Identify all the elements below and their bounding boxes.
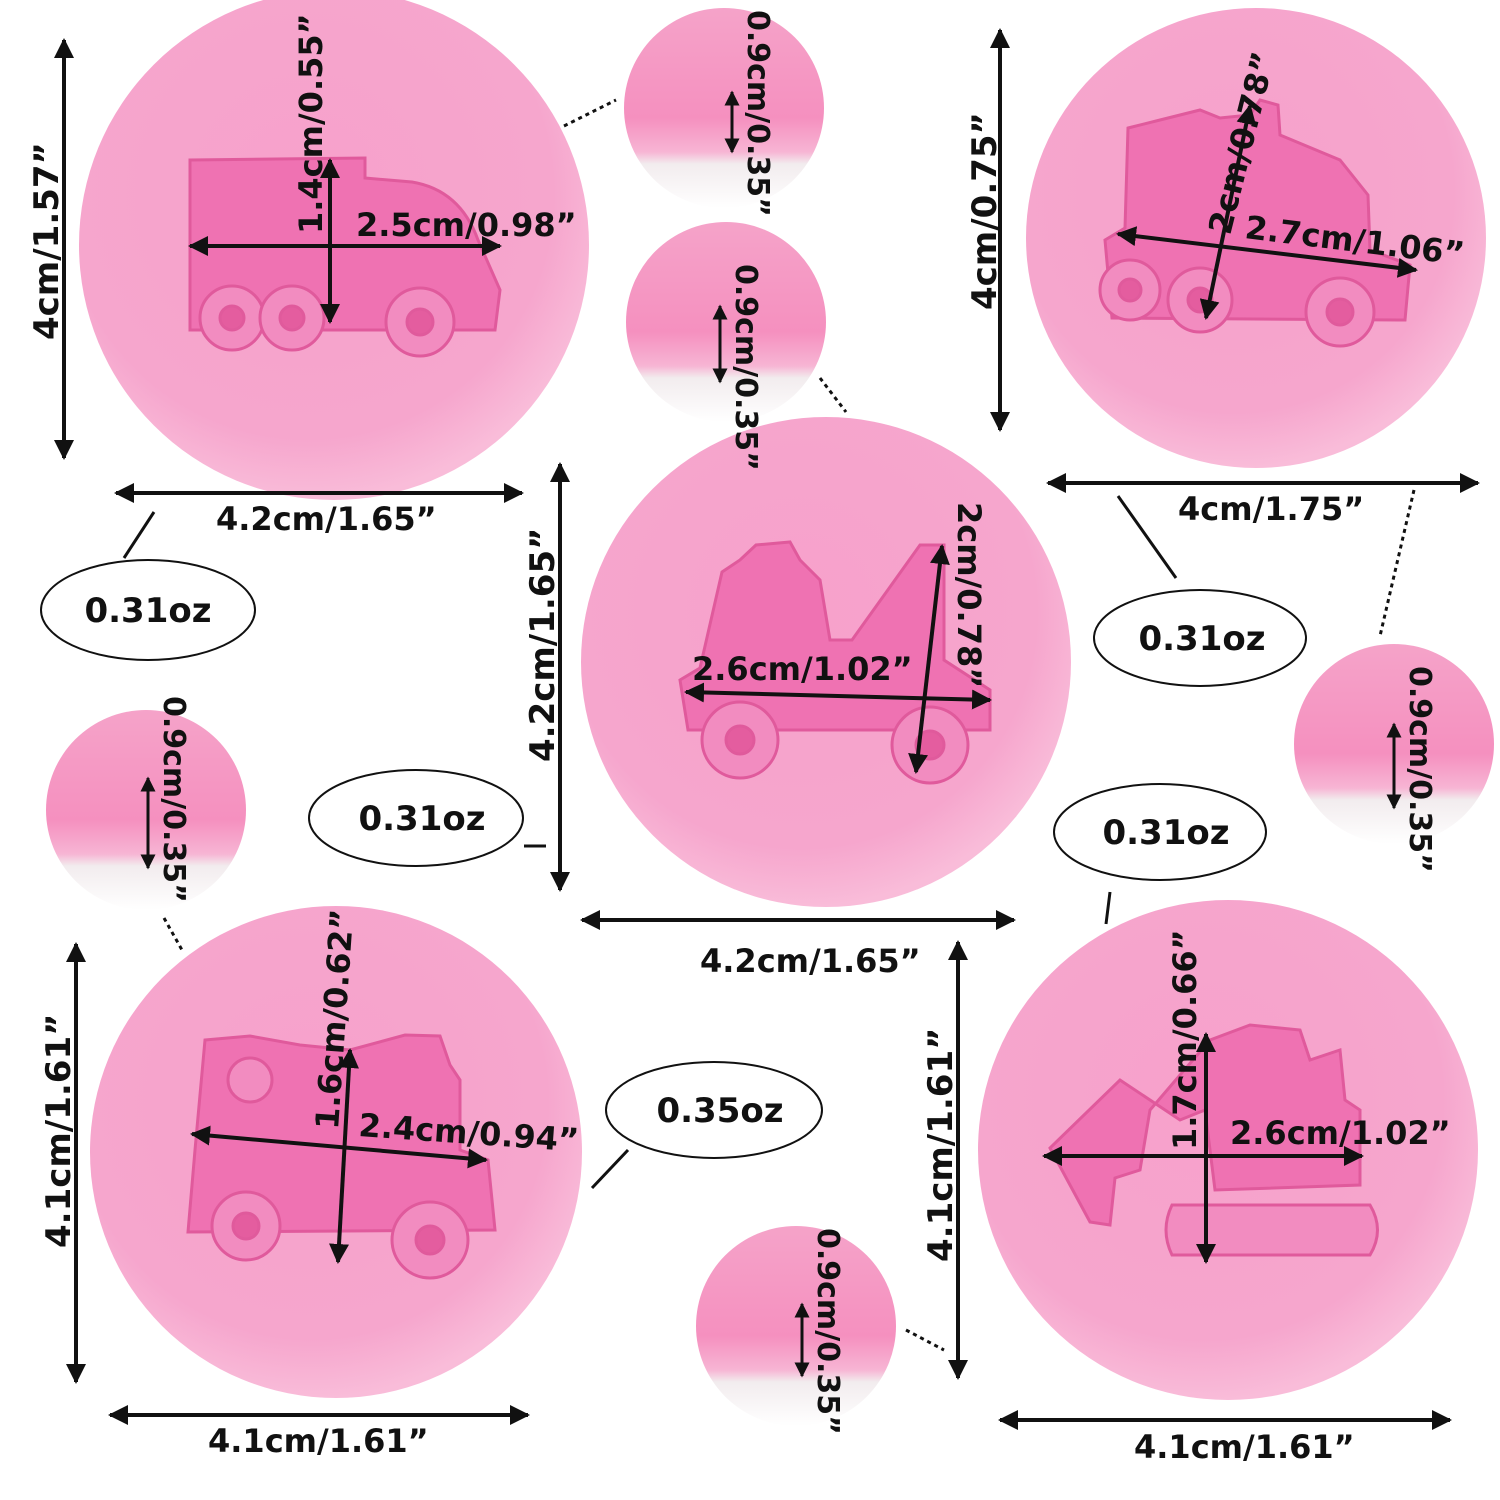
weight-badge	[40, 559, 256, 661]
cavity-height-label: 1.4cm/0.55”	[292, 13, 330, 234]
depth-label: 0.9cm/0.35”	[1402, 666, 1437, 873]
depth-detail-4: 0.9cm/0.35”	[46, 696, 246, 951]
depth-detail-2: 0.9cm/0.35”	[626, 222, 848, 471]
detail-leader	[818, 377, 848, 413]
width-label: 4.1cm/1.61”	[1134, 1428, 1355, 1466]
height-label: 4.1cm/1.61”	[921, 1028, 961, 1262]
depth-detail-circle	[696, 1226, 896, 1426]
weight-leader	[1116, 495, 1178, 579]
weight-badge	[1053, 783, 1267, 881]
detail-leader	[162, 917, 184, 951]
mold-truck-2: 4cm/0.75” 4cm/1.75” 2.7cm/1.06” 2cm/0.78…	[965, 8, 1486, 687]
mold-truck-1: 4cm/1.57” 4.2cm/1.65” 2.5cm/0.98” 1.4cm/…	[27, 0, 589, 661]
depth-detail-circle	[626, 222, 826, 422]
cavity-height-label: 2cm/0.78”	[950, 502, 988, 688]
width-label: 4cm/1.75”	[1178, 490, 1364, 528]
detail-leader	[1378, 489, 1416, 637]
width-label: 4.2cm/1.65”	[700, 942, 921, 980]
weight-label: 0.35oz	[656, 1091, 783, 1131]
depth-detail-circle	[624, 8, 824, 208]
width-label: 4.2cm/1.65”	[216, 500, 437, 538]
weight-label: 0.31oz	[1138, 619, 1265, 659]
weight-label: 0.31oz	[84, 591, 211, 631]
cavity-width-label: 2.6cm/1.02”	[692, 650, 913, 688]
depth-detail-1: 0.9cm/0.35”	[563, 8, 824, 217]
mold-truck-5: 4.1cm/1.61” 4.1cm/1.61” 2.6cm/1.02” 1.7c…	[921, 783, 1478, 1466]
weight-leader	[1104, 891, 1112, 925]
cavity-width-label: 2.6cm/1.02”	[1230, 1114, 1451, 1152]
depth-detail-5: 0.9cm/0.35”	[696, 1226, 945, 1435]
height-label: 4.1cm/1.61”	[39, 1014, 79, 1248]
cavity-height-arrow	[329, 1048, 359, 1264]
weight-label: 0.31oz	[358, 799, 485, 839]
detail-leader	[905, 1328, 945, 1352]
weight-label: 0.31oz	[1102, 813, 1229, 853]
cavity-width-label: 2.5cm/0.98”	[356, 206, 577, 244]
depth-detail-3: 0.9cm/0.35”	[1294, 489, 1494, 873]
weight-badge	[605, 1061, 823, 1159]
height-label: 4cm/1.57”	[27, 142, 67, 340]
depth-label: 0.9cm/0.35”	[728, 264, 763, 471]
cavity-height-arrow	[1199, 104, 1257, 320]
cavity-height-arrow	[908, 544, 950, 774]
depth-label: 0.9cm/0.35”	[740, 10, 775, 217]
depth-detail-circle	[46, 710, 246, 910]
weight-badge	[1093, 589, 1307, 687]
weight-leader	[122, 511, 156, 559]
cavity-height-label: 1.7cm/0.66”	[1166, 929, 1204, 1150]
weight-leader	[590, 1148, 630, 1190]
cavity-width-arrow	[1116, 226, 1418, 278]
mold-truck-4: 4.1cm/1.61” 4.1cm/1.61” 2.4cm/0.94” 1.6c…	[39, 906, 823, 1460]
height-label: 4cm/0.75”	[965, 112, 1005, 310]
mold-truck-3: 4.2cm/1.65” 4.2cm/1.65” 2.6cm/1.02” 2cm/…	[308, 417, 1071, 980]
depth-label: 0.9cm/0.35”	[810, 1228, 845, 1435]
width-label: 4.1cm/1.61”	[208, 1422, 429, 1460]
detail-leader	[563, 98, 617, 128]
height-label: 4.2cm/1.65”	[523, 528, 563, 762]
weight-badge	[308, 769, 524, 867]
depth-label: 0.9cm/0.35”	[156, 696, 191, 903]
